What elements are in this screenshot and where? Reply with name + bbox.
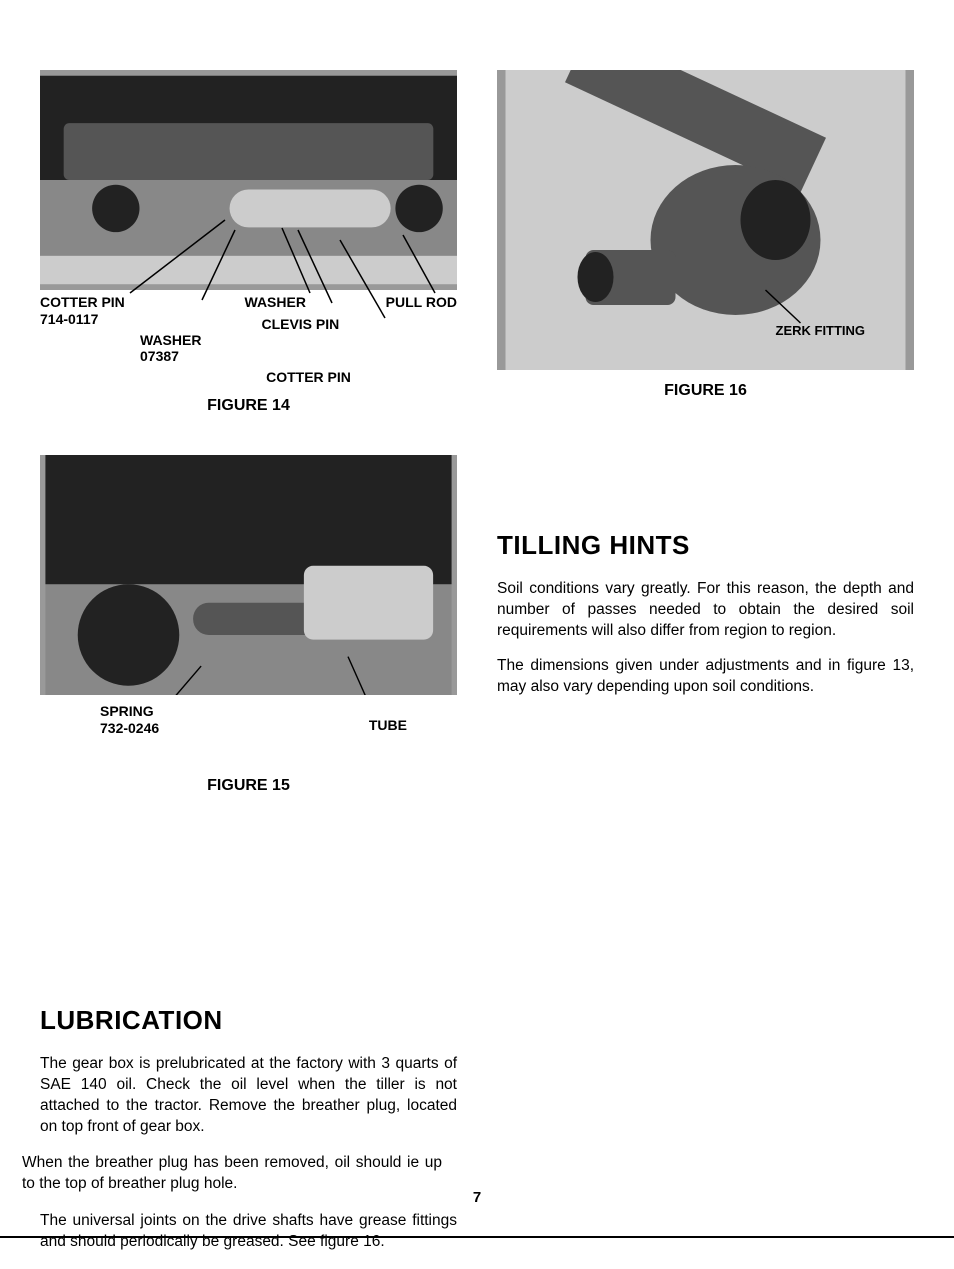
tilling-hints-section: TILLING HINTS Soil conditions vary great…: [497, 500, 914, 712]
callout-spring: SPRING 732-0246: [100, 703, 159, 737]
callout-zerk-svgtext: ZERK FITTING: [776, 323, 866, 338]
lubrication-heading: LUBRICATION: [40, 1005, 457, 1036]
page: COTTER PIN 714-0117 WASHER PULL ROD WASH…: [40, 70, 914, 1269]
figure-16-svg: ZERK FITTING: [497, 70, 914, 370]
callout-cotter-pin-top-l1: COTTER PIN: [40, 294, 125, 311]
tilling-hints-heading: TILLING HINTS: [497, 530, 914, 561]
figure-16-caption: FIGURE 16: [497, 382, 914, 400]
callout-pull-rod: PULL ROD: [386, 294, 457, 328]
lubrication-para-3: The universal joints on the drive shafts…: [40, 1211, 457, 1253]
callout-tube: TUBE: [369, 717, 407, 737]
figure-14-annot-row-3: COTTER PIN: [160, 369, 457, 385]
callout-cotter-pin-top-l2: 714-0117: [40, 311, 125, 328]
figure-14-annot-row-1: COTTER PIN 714-0117 WASHER PULL ROD: [40, 294, 457, 328]
callout-washer-bottom-l1: WASHER: [140, 332, 201, 349]
lubrication-section: LUBRICATION The gear box is prelubricate…: [40, 975, 457, 1269]
figure-14-annot-row-2: WASHER 07387 CLEVIS PIN: [140, 332, 457, 366]
callout-spring-l1: SPRING: [100, 703, 159, 720]
callout-spring-l2: 732-0246: [100, 720, 159, 737]
callout-clevis-pin: CLEVIS PIN: [261, 316, 339, 366]
figure-16-block: ZERK FITTING FIGURE 16: [497, 70, 914, 400]
callout-cotter-pin-bottom: COTTER PIN: [266, 369, 351, 385]
bottom-rule: [0, 1236, 954, 1238]
figure-14-block: COTTER PIN 714-0117 WASHER PULL ROD WASH…: [40, 70, 457, 415]
lubrication-para-1: The gear box is prelubricated at the fac…: [40, 1054, 457, 1138]
callout-washer-bottom-l2: 07387: [140, 348, 201, 365]
left-column: COTTER PIN 714-0117 WASHER PULL ROD WASH…: [40, 70, 457, 1269]
figure-15-image: [40, 455, 457, 695]
figure-15-svg: [40, 455, 457, 695]
figure-14-svg: [40, 70, 457, 290]
figure-15-caption: FIGURE 15: [40, 777, 457, 795]
right-column: ZERK FITTING FIGURE 16 TILLING HINTS Soi…: [497, 70, 914, 1269]
figure-15-annot-row: SPRING 732-0246 TUBE: [40, 703, 457, 737]
callout-washer-bottom: WASHER 07387: [140, 332, 201, 366]
page-number: 7: [473, 1189, 481, 1206]
tilling-hints-para-2: The dimensions given under adjustments a…: [497, 656, 914, 698]
figure-15-block: SPRING 732-0246 TUBE FIGURE 15: [40, 455, 457, 795]
figure-14-caption: FIGURE 14: [40, 397, 457, 415]
figure-16-image: ZERK FITTING: [497, 70, 914, 370]
lubrication-para-2: When the breather plug has been removed,…: [22, 1153, 442, 1195]
tilling-hints-para-1: Soil conditions vary greatly. For this r…: [497, 579, 914, 642]
callout-cotter-pin-top: COTTER PIN 714-0117: [40, 294, 125, 328]
figure-14-image: [40, 70, 457, 290]
